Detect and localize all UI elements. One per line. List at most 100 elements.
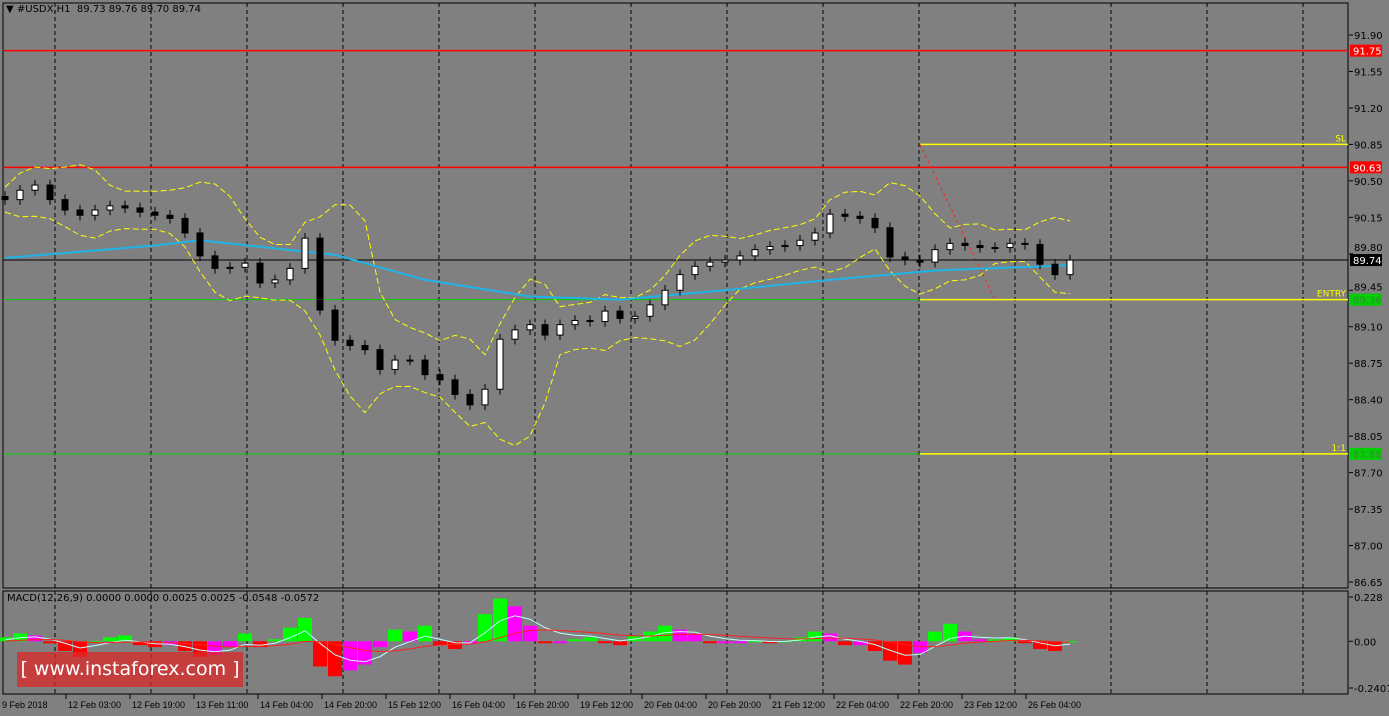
candle-body [691,265,699,276]
macd-histogram-bar [1003,637,1017,642]
time-label: 26 Feb 04:00 [1028,700,1081,710]
candle-body [1006,242,1014,249]
macd-histogram-bar [733,641,747,644]
price-tick-label: 88.40 [1354,396,1383,407]
candle-body [436,374,444,381]
candle-body [871,217,879,229]
collapse-triangle-icon[interactable]: ▼ [6,4,14,15]
macd-histogram-bar [388,629,402,642]
time-label: 20 Feb 04:00 [644,700,697,710]
candle-body [676,274,684,291]
macd-histogram-bar [898,641,912,665]
candle-body [841,213,849,217]
time-label: 14 Feb 04:00 [260,700,313,710]
macd-histogram-bar [133,641,147,646]
candle-body [961,242,969,246]
macd-histogram-bar [1018,641,1032,644]
candle-body [751,249,759,257]
bollinger-band-line [4,164,1071,356]
candle-body [76,209,84,216]
candle-body [511,329,519,340]
price-tick-label: 90.50 [1354,177,1383,188]
candle-body [931,249,939,263]
price-tick-label: 90.85 [1354,140,1383,151]
macd-signal-line [4,629,1071,653]
macd-histogram-bar [883,641,897,661]
candle-body [1051,263,1059,276]
candle-body [31,184,39,191]
candle-body [451,379,459,395]
candle-body [361,344,369,351]
macd-histogram-bar [853,641,867,646]
macd-histogram-bar [763,641,777,644]
macd-histogram-bar [868,641,882,651]
macd-histogram-bar [343,641,357,671]
candle-body [811,232,819,241]
time-label: 19 Feb 12:00 [580,700,633,710]
macd-histogram-bar [928,631,942,642]
price-tick-label: 89.10 [1354,323,1383,334]
bollinger-band-line [4,211,1071,447]
candle-body [271,279,279,284]
macd-histogram-bar [508,606,522,642]
main-panel-frame [2,2,1349,589]
macd-histogram-bar [493,598,507,642]
time-label: 15 Feb 12:00 [388,700,441,710]
candle-body [256,262,264,284]
price-tick-label: 88.05 [1354,432,1383,443]
macd-label: MACD(12,26,9) 0.0000 0.0000 0.0025 0.002… [7,593,320,604]
candle-body [286,267,294,281]
level-price-tag [1350,161,1382,174]
candle-body [856,215,864,219]
candle-body [241,262,249,268]
candle-body [991,247,999,250]
macd-histogram-bar [988,639,1002,642]
trade-line-label: ENTRY [1317,290,1347,300]
price-tick-label: 89.45 [1354,283,1383,294]
trade-line-label: SL [1335,134,1346,144]
candle-body [1021,242,1029,245]
candle-body [481,388,489,406]
candle-body [796,239,804,246]
candle-body [466,393,474,406]
macd-histogram-bar [838,641,852,646]
macd-line [4,615,1071,663]
candle-body [406,359,414,362]
candle-body [631,315,639,319]
macd-histogram-bar [43,641,57,644]
candle-body [976,244,984,249]
price-tick-label: 88.75 [1354,359,1383,370]
macd-histogram-bar [448,641,462,650]
macd-histogram-bar [283,627,297,642]
macd-histogram-bar [553,641,567,644]
level-price-label: 90.63 [1353,163,1382,174]
price-tick-label: 87.70 [1354,469,1383,480]
candle-body [376,349,384,370]
macd-histogram-bar [238,633,252,642]
macd-histogram-bar [103,637,117,642]
price-tick-label: 91.20 [1354,104,1383,115]
candle-body [826,213,834,234]
candle-body [766,246,774,251]
macd-histogram-bar [748,641,762,643]
ohlc-values: 89.73 89.76 89.70 89.74 [76,4,201,15]
candle-body [721,259,729,263]
time-label: 12 Feb 19:00 [132,700,185,710]
price-tick-label: 87.00 [1354,542,1383,553]
macd-histogram-bar [658,625,672,642]
candle-body [946,242,954,251]
candle-body [181,217,189,234]
candle-body [91,209,99,216]
candle-body [706,261,714,267]
candle-body [1066,259,1074,276]
macd-histogram-bar [478,614,492,642]
candle-body [1036,243,1044,265]
macd-histogram-bar [823,633,837,642]
time-label: 23 Feb 12:00 [964,700,1017,710]
macd-histogram-bar [313,641,327,667]
price-tick-label: 89.80 [1354,243,1383,254]
candle-body [196,232,204,257]
candle-body [781,244,789,248]
candle-body [421,359,429,376]
